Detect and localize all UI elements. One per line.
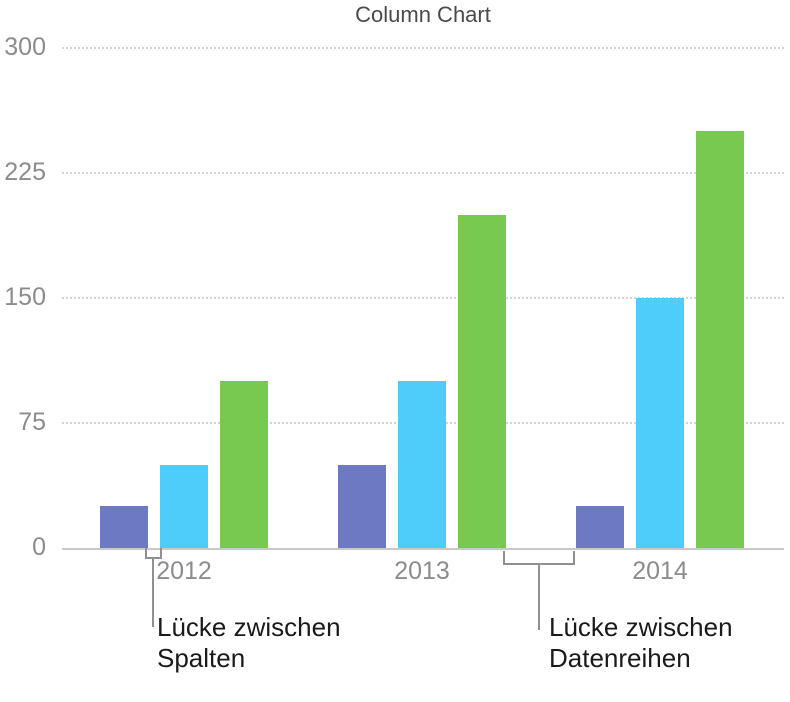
x-axis-line	[62, 548, 784, 550]
gridline-150	[62, 297, 784, 299]
x-axis-label-2014: 2014	[632, 557, 688, 585]
y-tick-label-225: 225	[4, 158, 46, 186]
bar-2014-series-1[interactable]	[576, 506, 624, 548]
bar-2013-series-3[interactable]	[458, 215, 506, 548]
bar-2012-series-1[interactable]	[100, 506, 148, 548]
bar-2014-series-2[interactable]	[636, 298, 684, 548]
gridline-225	[62, 172, 784, 174]
y-tick-label-150: 150	[4, 283, 46, 311]
bar-2013-series-1[interactable]	[338, 465, 386, 548]
gap-series-leader-line	[538, 563, 540, 630]
gap-series-callout-line2: Datenreihen	[549, 643, 691, 673]
gridline-300	[62, 47, 784, 49]
y-tick-label-0: 0	[32, 533, 46, 561]
x-axis-label-2013: 2013	[394, 557, 450, 585]
gap-columns-callout-line2: Spalten	[157, 643, 246, 673]
bar-2012-series-3[interactable]	[220, 381, 268, 548]
gap-series-callout-line1: Lücke zwischen	[549, 612, 733, 642]
bar-2013-series-2[interactable]	[398, 381, 446, 548]
y-tick-label-300: 300	[4, 33, 46, 61]
x-axis-label-2012: 2012	[156, 557, 212, 585]
chart-title: Column Chart	[355, 2, 491, 27]
y-tick-label-75: 75	[18, 408, 46, 436]
gap-columns-leader-line	[152, 557, 154, 627]
gap-columns-callout-line1: Lücke zwischen	[157, 612, 341, 642]
bar-2014-series-3[interactable]	[696, 131, 744, 548]
bar-2012-series-2[interactable]	[160, 465, 208, 548]
gap-series-callout: Lücke zwischen Datenreihen	[549, 612, 733, 674]
gap-columns-callout: Lücke zwischen Spalten	[157, 612, 341, 674]
